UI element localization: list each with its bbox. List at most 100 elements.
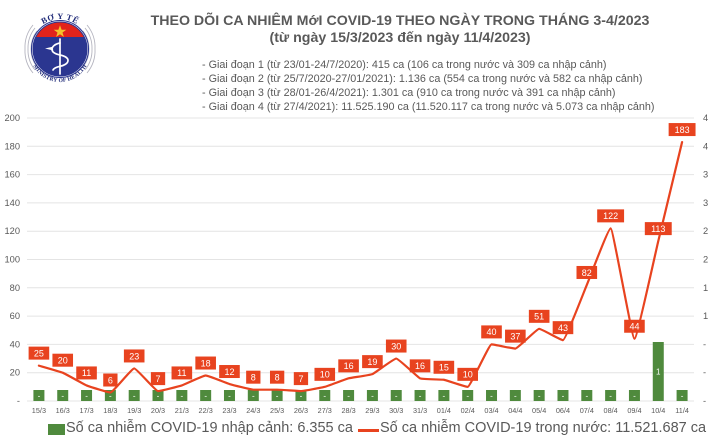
svg-text:2: 2 bbox=[703, 226, 708, 236]
svg-text:11/4: 11/4 bbox=[675, 406, 689, 415]
svg-text:-: - bbox=[609, 392, 612, 401]
svg-text:16: 16 bbox=[344, 361, 354, 371]
svg-text:12: 12 bbox=[224, 367, 234, 377]
svg-text:-: - bbox=[228, 392, 231, 401]
svg-text:-: - bbox=[204, 392, 207, 401]
svg-text:4: 4 bbox=[703, 113, 708, 123]
svg-text:-: - bbox=[347, 392, 350, 401]
svg-text:27/3: 27/3 bbox=[318, 406, 332, 415]
svg-text:51: 51 bbox=[534, 312, 544, 322]
svg-text:20: 20 bbox=[10, 368, 20, 378]
svg-text:-: - bbox=[703, 339, 706, 349]
svg-text:43: 43 bbox=[558, 323, 568, 333]
svg-text:-: - bbox=[157, 392, 160, 401]
svg-text:25/3: 25/3 bbox=[270, 406, 284, 415]
svg-text:18: 18 bbox=[201, 358, 211, 368]
svg-text:160: 160 bbox=[4, 170, 20, 180]
svg-text:-: - bbox=[300, 392, 303, 401]
svg-text:10: 10 bbox=[463, 370, 473, 380]
svg-text:23/3: 23/3 bbox=[222, 406, 236, 415]
svg-text:16/3: 16/3 bbox=[56, 406, 70, 415]
svg-text:82: 82 bbox=[582, 268, 592, 278]
svg-text:180: 180 bbox=[4, 141, 20, 151]
svg-text:37: 37 bbox=[510, 331, 520, 341]
svg-text:26/3: 26/3 bbox=[294, 406, 308, 415]
svg-text:03/4: 03/4 bbox=[484, 406, 498, 415]
svg-text:4: 4 bbox=[703, 141, 708, 151]
svg-text:11: 11 bbox=[82, 368, 91, 378]
svg-text:19: 19 bbox=[367, 357, 377, 367]
svg-text:22/3: 22/3 bbox=[199, 406, 213, 415]
svg-text:8: 8 bbox=[275, 372, 280, 382]
svg-text:06/4: 06/4 bbox=[556, 406, 570, 415]
svg-text:29/3: 29/3 bbox=[365, 406, 379, 415]
svg-text:25: 25 bbox=[34, 348, 44, 358]
svg-text:20/3: 20/3 bbox=[151, 406, 165, 415]
svg-text:-: - bbox=[371, 392, 374, 401]
svg-text:15/3: 15/3 bbox=[32, 406, 46, 415]
svg-text:04/4: 04/4 bbox=[508, 406, 522, 415]
svg-text:-: - bbox=[633, 392, 636, 401]
svg-text:120: 120 bbox=[4, 226, 20, 236]
svg-text:30: 30 bbox=[391, 341, 401, 351]
svg-text:10/4: 10/4 bbox=[651, 406, 665, 415]
svg-text:40: 40 bbox=[487, 327, 497, 337]
svg-text:24/3: 24/3 bbox=[246, 406, 260, 415]
svg-text:7: 7 bbox=[156, 374, 161, 384]
svg-text:3: 3 bbox=[703, 170, 708, 180]
svg-text:31/3: 31/3 bbox=[413, 406, 427, 415]
svg-text:20: 20 bbox=[58, 356, 68, 366]
svg-text:-: - bbox=[703, 396, 706, 406]
svg-text:-: - bbox=[562, 392, 565, 401]
svg-text:18/3: 18/3 bbox=[103, 406, 117, 415]
svg-text:-: - bbox=[323, 392, 326, 401]
svg-text:-: - bbox=[585, 392, 588, 401]
svg-text:113: 113 bbox=[651, 224, 665, 234]
svg-text:15: 15 bbox=[439, 363, 449, 373]
svg-text:44: 44 bbox=[629, 322, 639, 332]
svg-text:-: - bbox=[490, 392, 493, 401]
svg-text:19/3: 19/3 bbox=[127, 406, 141, 415]
svg-text:7: 7 bbox=[298, 374, 303, 384]
svg-text:60: 60 bbox=[10, 311, 20, 321]
svg-text:200: 200 bbox=[4, 113, 20, 123]
svg-text:183: 183 bbox=[675, 125, 690, 135]
svg-text:1: 1 bbox=[656, 368, 661, 377]
svg-text:-: - bbox=[181, 392, 184, 401]
svg-text:-: - bbox=[395, 392, 398, 401]
svg-text:21/3: 21/3 bbox=[175, 406, 189, 415]
svg-text:08/4: 08/4 bbox=[604, 406, 618, 415]
svg-text:1: 1 bbox=[703, 283, 708, 293]
svg-text:-: - bbox=[514, 392, 517, 401]
svg-text:-: - bbox=[276, 392, 279, 401]
svg-text:-: - bbox=[133, 392, 136, 401]
svg-text:11: 11 bbox=[177, 368, 186, 378]
svg-text:-: - bbox=[419, 392, 422, 401]
svg-text:01/4: 01/4 bbox=[437, 406, 451, 415]
svg-text:6: 6 bbox=[108, 375, 113, 385]
svg-text:-: - bbox=[85, 392, 88, 401]
svg-text:-: - bbox=[681, 392, 684, 401]
svg-text:140: 140 bbox=[4, 198, 20, 208]
svg-text:-: - bbox=[703, 368, 706, 378]
svg-text:28/3: 28/3 bbox=[341, 406, 355, 415]
svg-text:17/3: 17/3 bbox=[79, 406, 93, 415]
svg-text:-: - bbox=[61, 392, 64, 401]
svg-text:122: 122 bbox=[603, 211, 618, 221]
svg-text:30/3: 30/3 bbox=[389, 406, 403, 415]
svg-text:-: - bbox=[538, 392, 541, 401]
svg-text:-: - bbox=[466, 392, 469, 401]
svg-text:8: 8 bbox=[251, 372, 256, 382]
svg-text:40: 40 bbox=[10, 339, 20, 349]
svg-text:09/4: 09/4 bbox=[627, 406, 641, 415]
svg-text:-: - bbox=[17, 396, 20, 406]
svg-text:-: - bbox=[443, 392, 446, 401]
svg-text:2: 2 bbox=[703, 255, 708, 265]
svg-text:05/4: 05/4 bbox=[532, 406, 546, 415]
svg-text:02/4: 02/4 bbox=[461, 406, 475, 415]
svg-text:1: 1 bbox=[703, 311, 708, 321]
svg-text:10: 10 bbox=[320, 370, 330, 380]
svg-text:07/4: 07/4 bbox=[580, 406, 594, 415]
svg-text:16: 16 bbox=[415, 361, 425, 371]
svg-text:23: 23 bbox=[129, 351, 139, 361]
